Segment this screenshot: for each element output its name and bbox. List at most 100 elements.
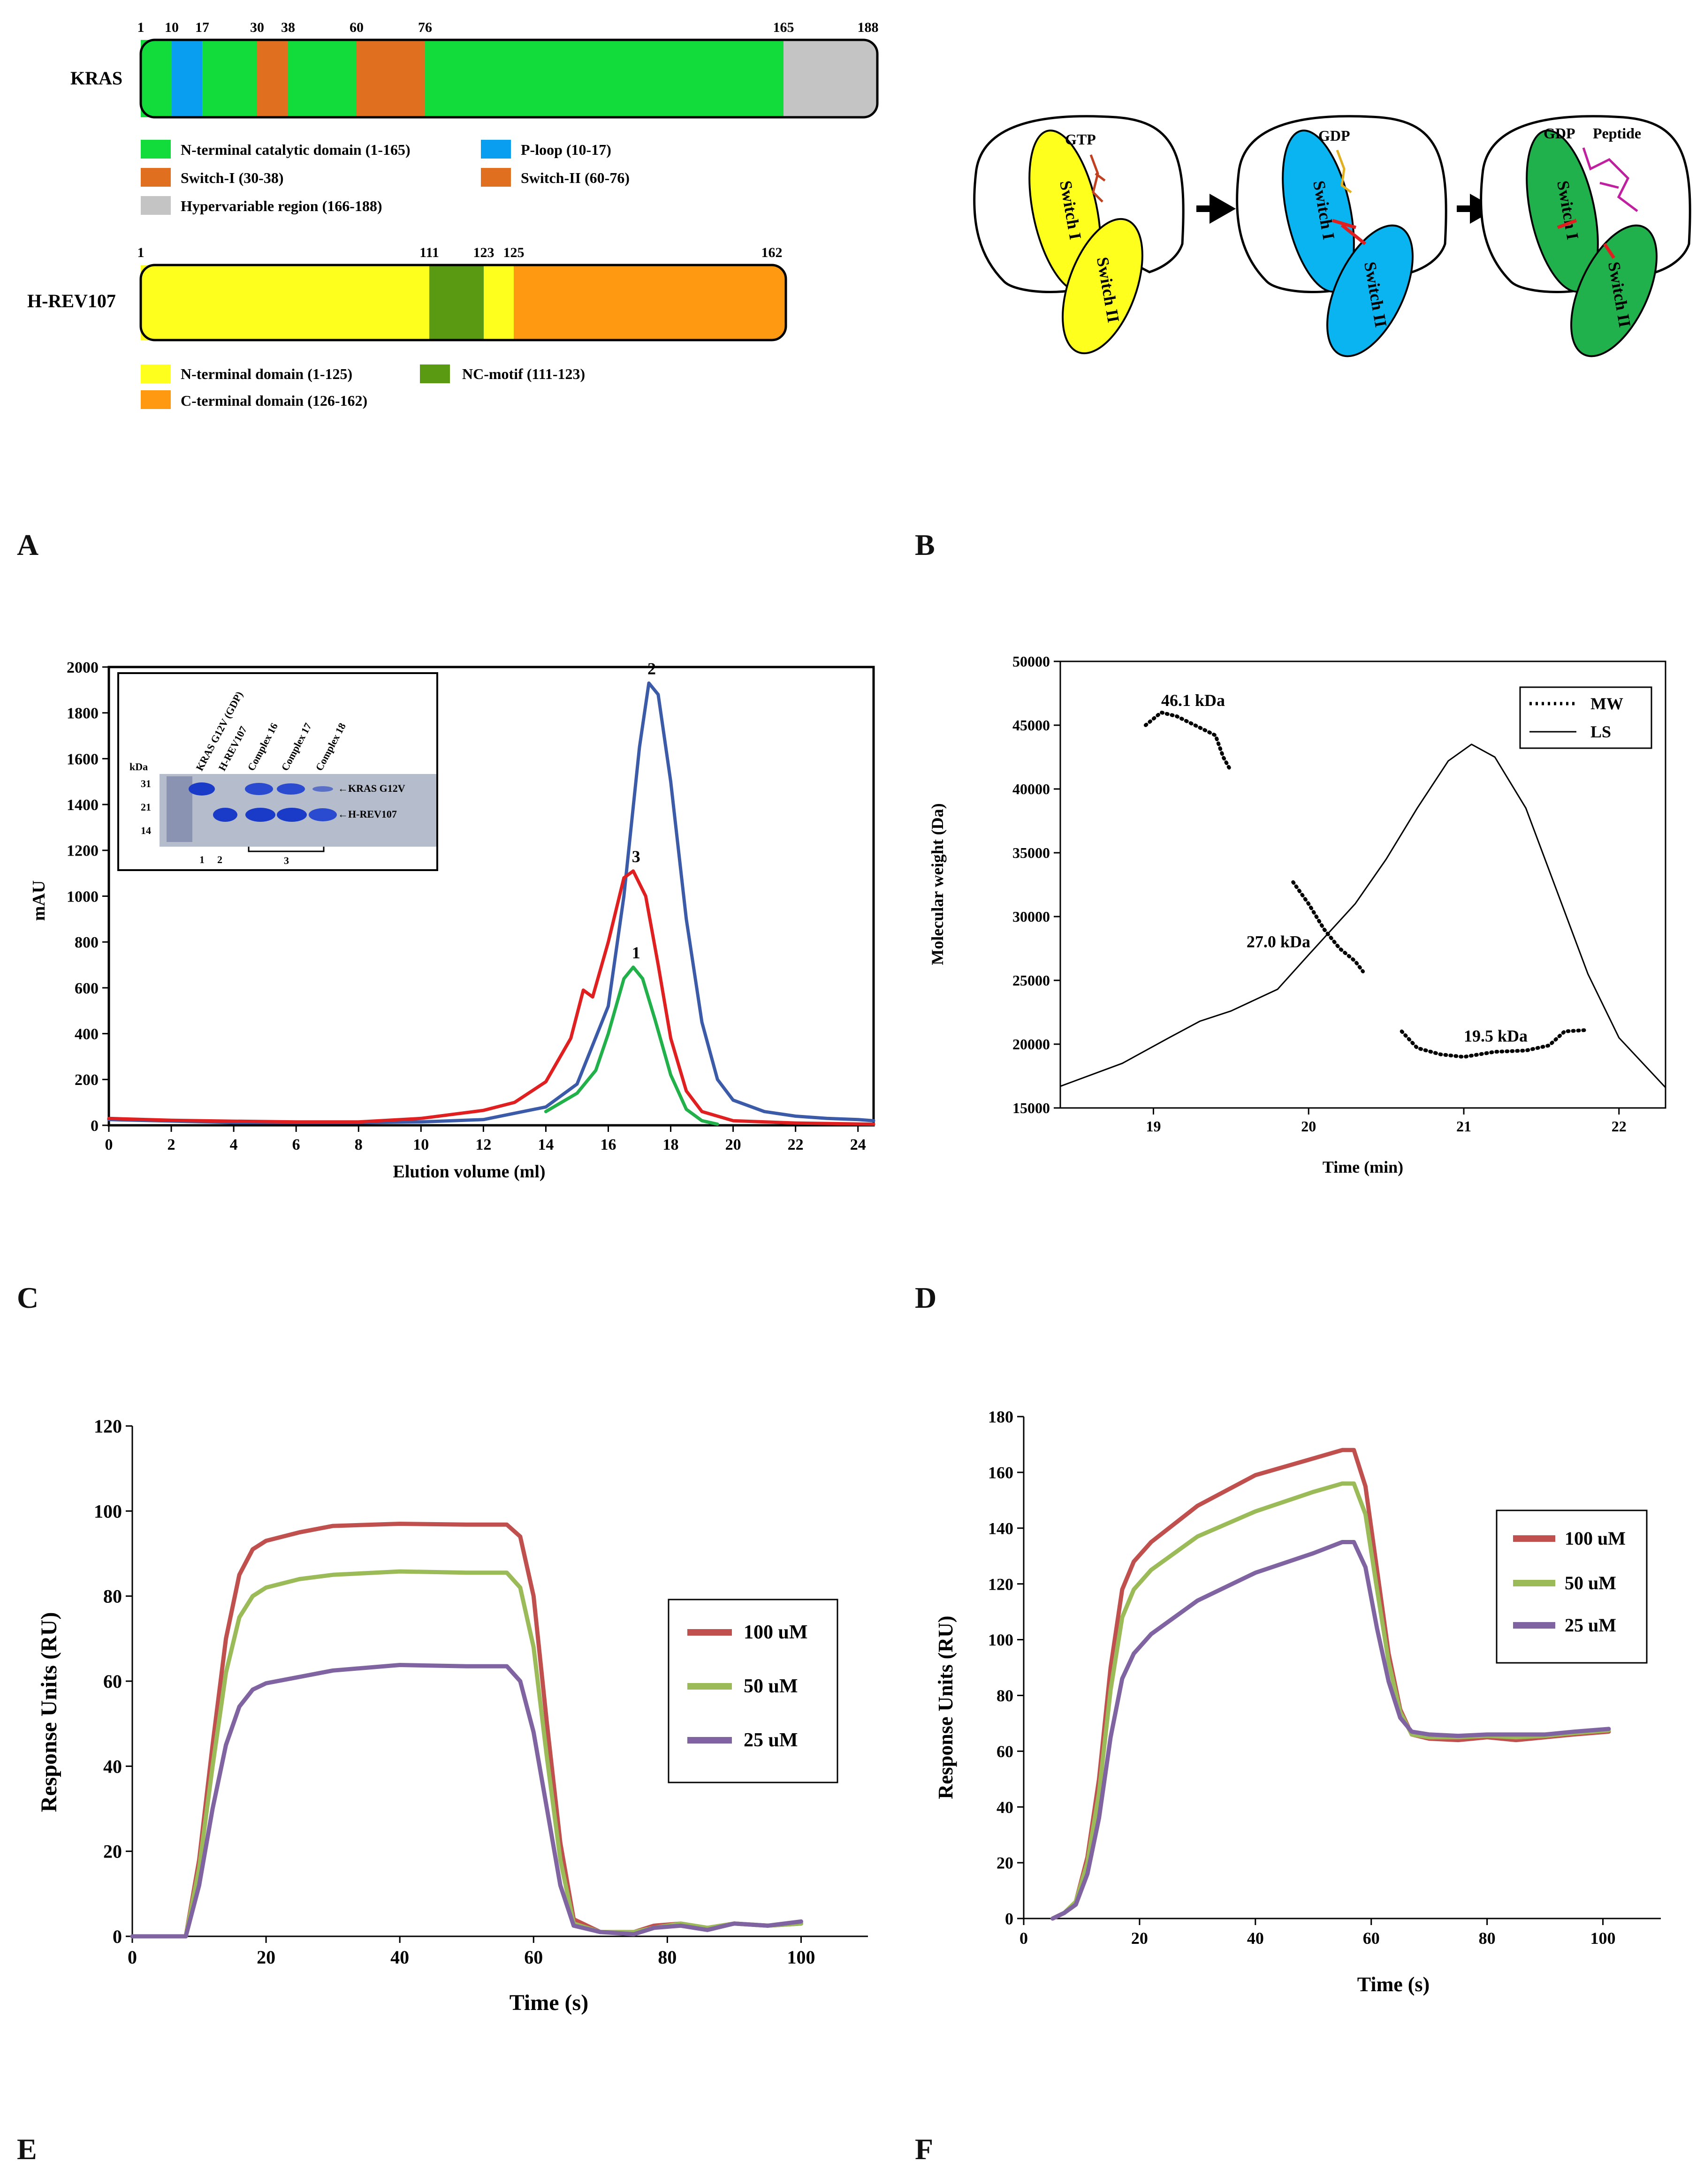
series-3-line xyxy=(107,869,875,1126)
y-axis-label: mAU xyxy=(29,880,49,921)
x-tick-label: 8 xyxy=(355,1136,363,1153)
inset-gel: kDa 31 21 14 KRAS G12V (GDP) H-REV107 Co… xyxy=(117,672,438,871)
svg-text:14: 14 xyxy=(141,825,151,836)
y-tick-label: 0 xyxy=(1005,1910,1013,1928)
y-axis-label: Molecular weight (Da) xyxy=(928,803,947,965)
y-tick-label: 60 xyxy=(997,1742,1013,1761)
svg-text:21: 21 xyxy=(141,801,151,813)
x-tick-label: 40 xyxy=(390,1947,409,1968)
x-tick-label: 60 xyxy=(1363,1929,1380,1948)
svg-text:kDa: kDa xyxy=(129,761,148,773)
x-tick-label: 14 xyxy=(538,1136,554,1153)
series-mw-line xyxy=(1291,880,1365,973)
x-tick-label: 60 xyxy=(524,1947,543,1968)
x-tick-label: 22 xyxy=(1612,1118,1627,1135)
hrev-domain-bar xyxy=(139,264,787,341)
y-tick-label: 1000 xyxy=(67,888,99,905)
svg-text:60: 60 xyxy=(350,20,364,35)
x-tick-label: 0 xyxy=(1019,1929,1028,1948)
y-tick-label: 50000 xyxy=(1012,653,1050,670)
y-tick-label: 180 xyxy=(988,1408,1013,1426)
legend-25: 25 uM xyxy=(1565,1615,1616,1636)
svg-text:3: 3 xyxy=(284,855,289,866)
peak-label: 3 xyxy=(632,847,640,866)
series-25-um-line xyxy=(1050,1540,1611,1921)
kras-label: KRAS xyxy=(70,68,122,89)
svg-text:←H-REV107: ←H-REV107 xyxy=(338,808,397,820)
hrev-ticks: 1 111 123 125 162 xyxy=(137,245,783,260)
legend-25: 25 uM xyxy=(744,1729,798,1751)
y-tick-label: 20 xyxy=(103,1841,122,1862)
panel-label-a: A xyxy=(17,528,39,561)
series-2-line xyxy=(107,681,875,1124)
kras-domain-bar xyxy=(139,38,879,119)
legend-nc-motif: NC-motif (111-123) xyxy=(462,365,585,382)
svg-text:162: 162 xyxy=(761,245,783,260)
x-tick-label: 19 xyxy=(1146,1118,1161,1135)
svg-text:10: 10 xyxy=(165,20,179,35)
y-tick-label: 1600 xyxy=(67,751,99,768)
svg-text:30: 30 xyxy=(250,20,264,35)
arrow-1 xyxy=(1196,193,1236,224)
x-tick-label: 100 xyxy=(1590,1929,1616,1948)
kras-legend: N-terminal catalytic domain (1-165) P-lo… xyxy=(141,140,630,215)
x-tick-label: 100 xyxy=(787,1947,815,1968)
x-tick-label: 40 xyxy=(1247,1929,1264,1948)
y-tick-label: 0 xyxy=(113,1926,122,1947)
legend-hypervariable: Hypervariable region (166-188) xyxy=(181,197,382,214)
series-ls-line xyxy=(1059,743,1666,1088)
x-tick-label: 4 xyxy=(230,1136,238,1153)
y-tick-label: 60 xyxy=(103,1671,122,1692)
legend: 100 uM 50 uM 25 uM xyxy=(668,1599,838,1783)
legend-mw: MW xyxy=(1590,694,1623,713)
y-tick-label: 30000 xyxy=(1012,908,1050,925)
x-tick-label: 0 xyxy=(105,1136,113,1153)
mw-annotation: 27.0 kDa xyxy=(1247,932,1310,951)
legend-switch-ii: Switch-II (60-76) xyxy=(521,169,630,186)
x-tick-label: 20 xyxy=(725,1136,741,1153)
panel-label-b: B xyxy=(915,528,935,561)
peak-label: 2 xyxy=(647,659,656,678)
y-tick-label: 100 xyxy=(94,1501,122,1522)
chart-e-spr: 0 20 40 60 80 100 0 20 40 60 80 100 120 100 uM 50 uM… xyxy=(37,1416,868,2015)
y-tick-label: 140 xyxy=(988,1519,1013,1538)
y-tick-label: 25000 xyxy=(1012,972,1050,989)
legend: 100 uM 50 uM 25 uM xyxy=(1496,1509,1648,1664)
svg-text:76: 76 xyxy=(418,20,432,35)
y-tick-label: 15000 xyxy=(1012,1100,1050,1116)
state-gtp: Switch I Switch II GTP xyxy=(973,115,1185,355)
series-25-um-line xyxy=(130,1663,803,1939)
peptide-label: Peptide xyxy=(1593,125,1641,142)
y-tick-label: 1400 xyxy=(67,796,99,814)
y-tick-label: 1800 xyxy=(67,705,99,722)
legend-50: 50 uM xyxy=(1565,1572,1616,1593)
y-tick-label: 0 xyxy=(91,1117,99,1135)
panel-label-d: D xyxy=(915,1281,937,1314)
legend-c-domain: C-terminal domain (126-162) xyxy=(181,392,367,409)
panel-label-c: C xyxy=(17,1281,39,1314)
svg-text:125: 125 xyxy=(503,245,525,260)
svg-text:188: 188 xyxy=(858,20,879,35)
state-gdp-peptide: Switch I Switch II GDP Peptide xyxy=(1480,115,1691,357)
x-tick-label: 80 xyxy=(1479,1929,1496,1948)
y-tick-label: 200 xyxy=(75,1071,99,1089)
x-tick-label: 12 xyxy=(475,1136,491,1153)
gdp-label-2: GDP xyxy=(1544,125,1575,142)
y-tick-label: 160 xyxy=(988,1463,1013,1482)
y-tick-label: 400 xyxy=(75,1026,99,1043)
x-tick-label: 80 xyxy=(658,1947,677,1968)
x-axis-label: Elution volume (ml) xyxy=(393,1162,545,1182)
y-tick-label: 600 xyxy=(75,980,99,997)
legend-switch-i: Switch-I (30-38) xyxy=(181,169,284,186)
legend-50: 50 uM xyxy=(744,1676,798,1697)
legend-100: 100 uM xyxy=(744,1622,808,1643)
svg-text:38: 38 xyxy=(281,20,295,35)
y-tick-label: 45000 xyxy=(1012,717,1050,734)
gdp-label-1: GDP xyxy=(1318,127,1350,144)
y-tick-label: 80 xyxy=(103,1586,122,1607)
svg-text:1: 1 xyxy=(137,245,145,260)
legend-p-loop: P-loop (10-17) xyxy=(521,141,611,158)
legend-100: 100 uM xyxy=(1565,1528,1626,1549)
state-gdp: Switch I Switch II GDP xyxy=(1236,115,1447,357)
y-tick-label: 80 xyxy=(997,1686,1013,1705)
